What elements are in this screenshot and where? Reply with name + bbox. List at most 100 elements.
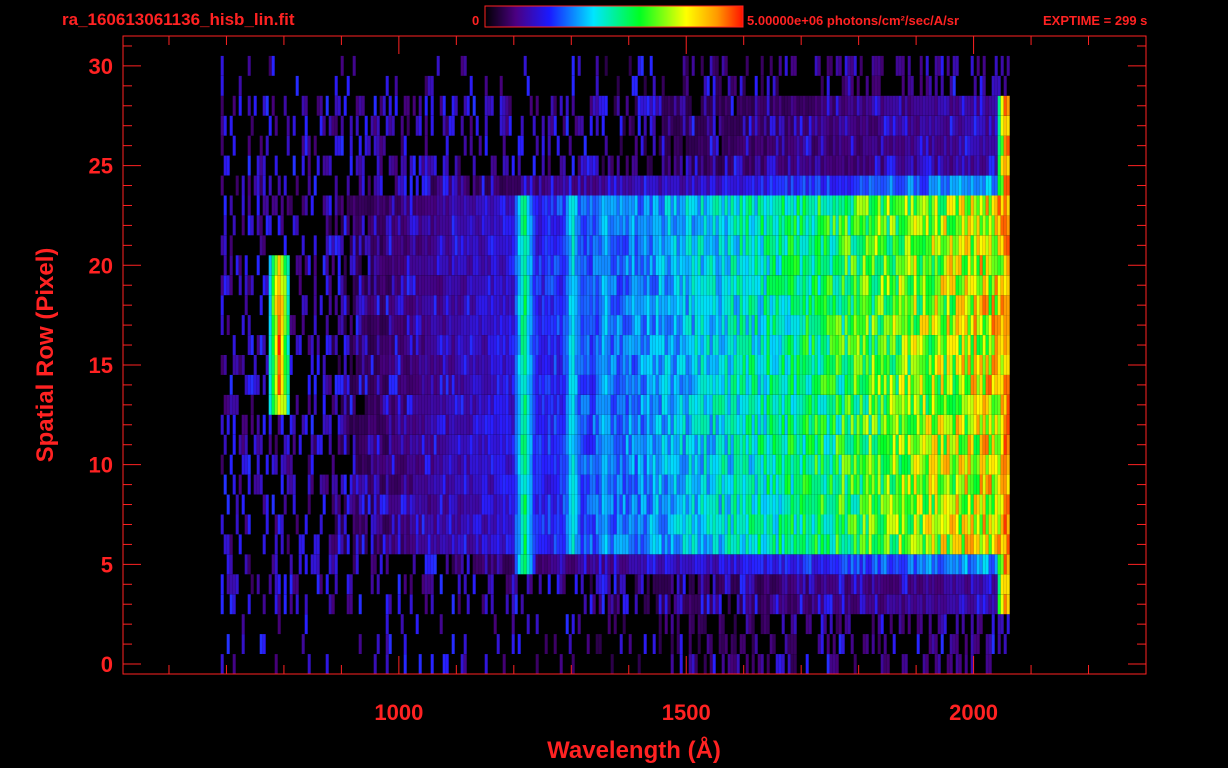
heatmap-cell	[769, 195, 773, 216]
heatmap-cell	[646, 434, 650, 455]
heatmap-cell	[676, 315, 680, 335]
heatmap-cell	[787, 374, 791, 395]
heatmap-cell	[820, 235, 824, 256]
heatmap-cell	[1000, 534, 1004, 555]
heatmap-cell	[988, 514, 992, 535]
heatmap-cell	[739, 574, 743, 595]
heatmap-cell	[652, 255, 656, 276]
heatmap-cell	[874, 594, 878, 615]
heatmap-cell	[391, 454, 395, 475]
heatmap-cell	[460, 235, 464, 256]
heatmap-cell	[664, 374, 668, 395]
heatmap-cell	[481, 355, 485, 375]
heatmap-cell	[418, 255, 422, 276]
heatmap-cell	[397, 514, 401, 535]
heatmap-cell	[982, 554, 986, 575]
heatmap-cell	[481, 275, 485, 296]
heatmap-cell	[814, 434, 818, 455]
heatmap-cell	[361, 235, 365, 256]
heatmap-cell	[976, 315, 980, 335]
heatmap-cell	[388, 534, 392, 555]
heatmap-cell	[706, 494, 710, 515]
heatmap-cell	[664, 534, 668, 555]
heatmap-cell	[352, 255, 356, 276]
heatmap-cell	[385, 355, 389, 375]
heatmap-cell	[874, 414, 878, 435]
heatmap-cell	[679, 295, 683, 316]
heatmap-cell	[412, 255, 416, 276]
heatmap-cell	[436, 275, 440, 296]
heatmap-cell	[685, 235, 689, 256]
heatmap-cell	[940, 574, 944, 595]
heatmap-cell	[994, 434, 998, 455]
heatmap-cell	[631, 454, 635, 475]
heatmap-cell	[388, 335, 392, 355]
heatmap-cell	[958, 315, 962, 335]
heatmap-cell	[883, 414, 887, 435]
heatmap-cell	[751, 255, 755, 276]
heatmap-cell	[496, 295, 500, 316]
heatmap-cell	[619, 494, 623, 515]
heatmap-cell	[826, 355, 830, 375]
heatmap-cell	[394, 414, 398, 435]
heatmap-cell	[577, 315, 581, 335]
heatmap-cell	[559, 654, 563, 674]
heatmap-cell	[841, 255, 845, 276]
heatmap-cell	[649, 434, 653, 455]
heatmap-cell	[553, 374, 557, 395]
heatmap-cell	[871, 434, 875, 455]
heatmap-cell	[841, 554, 845, 575]
heatmap-cell	[919, 434, 923, 455]
heatmap-cell	[682, 554, 686, 575]
heatmap-cell	[814, 574, 818, 595]
heatmap-cell	[727, 534, 731, 555]
heatmap-cell	[754, 315, 758, 335]
heatmap-cell	[952, 554, 956, 575]
heatmap-cell	[637, 275, 641, 296]
heatmap-cell	[718, 255, 722, 276]
heatmap-cell	[562, 215, 566, 236]
heatmap-cell	[418, 534, 422, 555]
heatmap-cell	[589, 574, 593, 595]
heatmap-cell	[286, 255, 290, 276]
heatmap-cell	[619, 295, 623, 316]
heatmap-cell	[979, 235, 983, 256]
heatmap-cell	[706, 574, 710, 595]
heatmap-cell	[223, 534, 227, 555]
heatmap-cell	[697, 574, 701, 595]
heatmap-cell	[871, 235, 875, 256]
heatmap-cell	[346, 215, 350, 236]
heatmap-cell	[499, 215, 503, 236]
heatmap-cell	[637, 474, 641, 495]
heatmap-cell	[310, 414, 314, 435]
heatmap-cell	[607, 434, 611, 455]
heatmap-cell	[802, 235, 806, 256]
heatmap-cell	[466, 255, 470, 276]
heatmap-cell	[430, 514, 434, 535]
heatmap-cell	[973, 235, 977, 256]
heatmap-cell	[670, 574, 674, 595]
heatmap-cell	[703, 474, 707, 495]
heatmap-cell	[751, 434, 755, 455]
heatmap-cell	[865, 554, 869, 575]
heatmap-cell	[544, 494, 548, 515]
heatmap-cell	[931, 394, 935, 415]
heatmap-cell	[517, 335, 521, 355]
heatmap-cell	[367, 434, 371, 455]
heatmap-cell	[397, 474, 401, 495]
heatmap-cell	[361, 335, 365, 355]
heatmap-cell	[562, 414, 566, 435]
heatmap-cell	[511, 614, 515, 635]
heatmap-cell	[757, 654, 761, 674]
heatmap-cell	[442, 654, 446, 674]
heatmap-cell	[604, 494, 608, 515]
heatmap-cell	[526, 255, 530, 276]
heatmap-cell	[958, 394, 962, 415]
heatmap-cell	[622, 514, 626, 535]
heatmap-cell	[397, 494, 401, 515]
heatmap-cell	[517, 355, 521, 375]
heatmap-cell	[619, 235, 623, 256]
heatmap-cell	[907, 474, 911, 495]
heatmap-cell	[907, 315, 911, 335]
heatmap-cell	[571, 315, 575, 335]
